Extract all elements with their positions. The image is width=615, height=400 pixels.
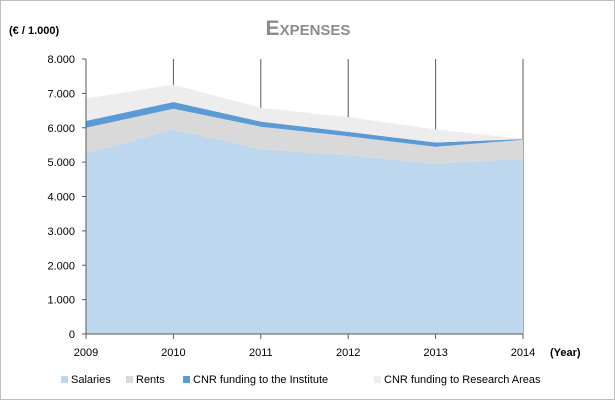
legend-swatch-2: [126, 376, 133, 383]
area-series-4: [86, 84, 523, 143]
chart-title: EXPENSES: [266, 17, 351, 40]
area-series-3: [86, 102, 523, 147]
x-tick-label: 2009: [74, 347, 98, 359]
y-tick-label: 3.000: [47, 226, 75, 238]
y-axis-label: (€ / 1.000): [9, 25, 59, 37]
area-series-1: [86, 129, 523, 334]
x-axis-label: (Year): [550, 347, 581, 359]
legend-swatch-3: [183, 376, 190, 383]
legend-label-4: CNR funding to Research Areas: [384, 374, 541, 386]
legend: Salaries Rents CNR funding to the Institut…: [61, 374, 541, 386]
area-series-2: [86, 108, 523, 164]
x-tick-label: 2014: [511, 347, 535, 359]
x-tick-labels: 2009 2010 2011 2012 2013 2014: [74, 334, 535, 359]
x-tick-label: 2011: [249, 347, 273, 359]
y-tick-label: 8.000: [47, 54, 75, 66]
y-tick-label: 2.000: [47, 260, 75, 272]
y-tick-labels: 0 1.000 2.000 3.000 4.000 5.000 6.000 7.000 8.00…: [47, 54, 86, 341]
legend-swatch-1: [61, 376, 68, 383]
y-tick-label: 5.000: [47, 157, 75, 169]
y-tick-label: 4.000: [47, 192, 75, 204]
stacked-areas: [86, 84, 523, 334]
y-tick-label: 7.000: [47, 88, 75, 100]
legend-label-2: Rents: [136, 374, 165, 386]
legend-label-3: CNR funding to the Institute: [193, 374, 328, 386]
y-tick-label: 6.000: [47, 123, 75, 135]
legend-swatch-4: [374, 376, 381, 383]
x-tick-label: 2013: [423, 347, 447, 359]
y-tick-label: 0: [69, 329, 75, 341]
x-tick-label: 2012: [336, 347, 360, 359]
legend-label-1: Salaries: [71, 374, 111, 386]
y-tick-label: 1.000: [47, 295, 75, 307]
x-tick-label: 2010: [161, 347, 185, 359]
